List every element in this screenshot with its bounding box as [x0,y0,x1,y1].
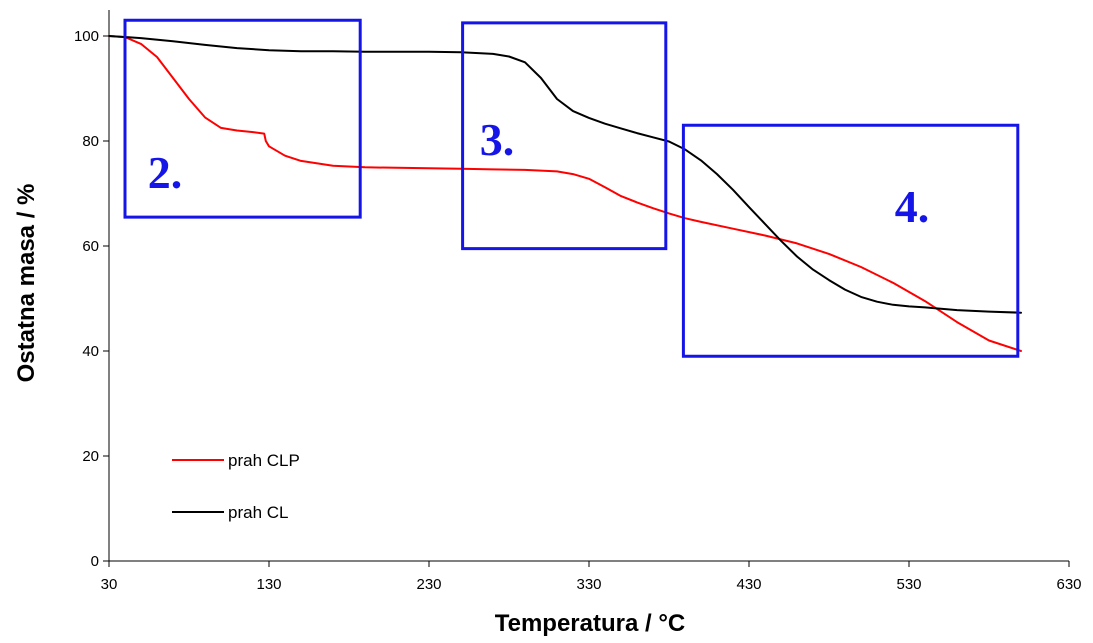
x-tick-label: 430 [736,576,761,593]
ticks: 0 20 40 60 80 100 30 130 230 330 430 530 630 [74,28,1082,593]
region-label: 3. [480,114,515,165]
series-layer [108,35,1022,352]
y-tick-label: 100 [74,28,99,45]
series-line [108,35,1022,352]
legend-label: prah CL [228,503,288,522]
region-box [681,123,1020,358]
legend-label: prah CLP [228,451,300,470]
y-tick-label: 60 [82,238,99,255]
y-axis-title: Ostatna masa / % [13,184,40,383]
x-tick-label: 330 [576,576,601,593]
x-tick-label: 630 [1056,576,1081,593]
y-tick-label: 20 [82,448,99,465]
region-boxes: 2. 3. 4. [123,18,1020,358]
x-tick-label: 30 [101,576,118,593]
region-label: 4. [895,181,930,232]
region-box [123,18,362,219]
region-label: 2. [148,147,183,198]
x-tick-label: 530 [896,576,921,593]
y-tick-label: 40 [82,343,99,360]
y-tick-label: 80 [82,133,99,150]
axes [108,10,1069,562]
legend: prah CLP prah CL [172,451,300,522]
x-axis-title: Temperatura / °C [495,610,686,637]
region-box [461,21,668,251]
x-tick-label: 130 [256,576,281,593]
x-tick-label: 230 [416,576,441,593]
series-line [108,35,1022,314]
y-tick-label: 0 [91,553,99,570]
